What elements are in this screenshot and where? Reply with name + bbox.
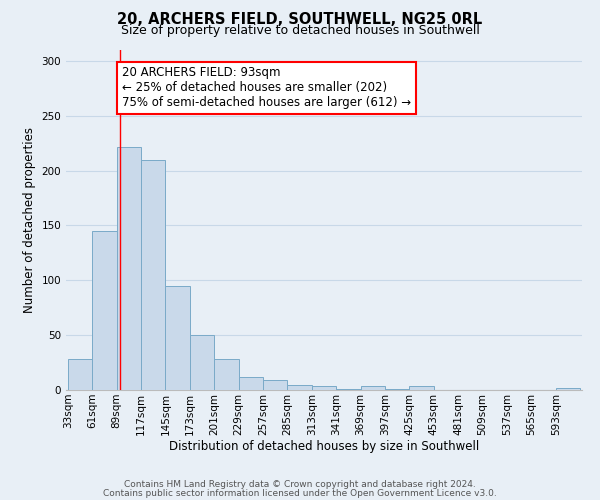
Text: 20 ARCHERS FIELD: 93sqm
← 25% of detached houses are smaller (202)
75% of semi-d: 20 ARCHERS FIELD: 93sqm ← 25% of detache… <box>122 66 411 110</box>
Text: Contains public sector information licensed under the Open Government Licence v3: Contains public sector information licen… <box>103 488 497 498</box>
Bar <box>92 231 116 390</box>
Bar <box>141 160 166 390</box>
Bar <box>239 377 263 390</box>
Bar <box>166 286 190 390</box>
Bar <box>556 388 580 390</box>
Bar <box>361 386 385 390</box>
Y-axis label: Number of detached properties: Number of detached properties <box>23 127 36 313</box>
Bar <box>116 146 141 390</box>
Text: Contains HM Land Registry data © Crown copyright and database right 2024.: Contains HM Land Registry data © Crown c… <box>124 480 476 489</box>
Bar <box>385 389 409 390</box>
Bar <box>409 386 434 390</box>
Bar <box>312 386 336 390</box>
Text: 20, ARCHERS FIELD, SOUTHWELL, NG25 0RL: 20, ARCHERS FIELD, SOUTHWELL, NG25 0RL <box>118 12 482 28</box>
Bar <box>287 384 312 390</box>
Bar <box>190 335 214 390</box>
X-axis label: Distribution of detached houses by size in Southwell: Distribution of detached houses by size … <box>169 440 479 454</box>
Text: Size of property relative to detached houses in Southwell: Size of property relative to detached ho… <box>121 24 479 37</box>
Bar <box>336 389 361 390</box>
Bar <box>214 360 239 390</box>
Bar <box>263 380 287 390</box>
Bar <box>68 360 92 390</box>
